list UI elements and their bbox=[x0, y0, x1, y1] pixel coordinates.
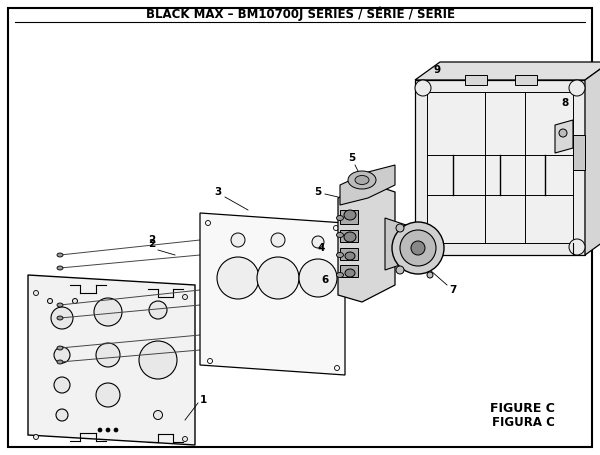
Polygon shape bbox=[338, 183, 395, 302]
Ellipse shape bbox=[337, 233, 343, 238]
Ellipse shape bbox=[411, 241, 425, 255]
Ellipse shape bbox=[344, 232, 356, 242]
Ellipse shape bbox=[337, 253, 343, 258]
Ellipse shape bbox=[57, 346, 63, 350]
Ellipse shape bbox=[73, 298, 77, 303]
Ellipse shape bbox=[400, 230, 436, 266]
Ellipse shape bbox=[34, 290, 38, 295]
Text: 7: 7 bbox=[449, 285, 457, 295]
Ellipse shape bbox=[57, 316, 63, 320]
Ellipse shape bbox=[217, 257, 259, 299]
Bar bbox=[515, 75, 537, 85]
Ellipse shape bbox=[94, 298, 122, 326]
Text: 1: 1 bbox=[199, 395, 206, 405]
Ellipse shape bbox=[348, 171, 376, 189]
Ellipse shape bbox=[47, 298, 53, 303]
Ellipse shape bbox=[569, 80, 585, 96]
Ellipse shape bbox=[54, 347, 70, 363]
Ellipse shape bbox=[337, 216, 343, 221]
Text: 3: 3 bbox=[214, 187, 221, 197]
Ellipse shape bbox=[415, 239, 431, 255]
Ellipse shape bbox=[257, 257, 299, 299]
Polygon shape bbox=[385, 218, 415, 270]
Ellipse shape bbox=[569, 239, 585, 255]
Ellipse shape bbox=[106, 428, 110, 432]
Ellipse shape bbox=[559, 129, 567, 137]
Ellipse shape bbox=[392, 222, 444, 274]
Ellipse shape bbox=[337, 273, 343, 278]
Text: 6: 6 bbox=[322, 275, 329, 285]
Ellipse shape bbox=[345, 252, 355, 260]
Polygon shape bbox=[555, 120, 573, 153]
Ellipse shape bbox=[271, 233, 285, 247]
Bar bbox=[340, 248, 358, 260]
Ellipse shape bbox=[98, 428, 102, 432]
Ellipse shape bbox=[57, 253, 63, 257]
Bar bbox=[465, 75, 487, 85]
Text: FIGURA C: FIGURA C bbox=[492, 415, 555, 429]
Ellipse shape bbox=[299, 259, 337, 297]
Bar bbox=[340, 210, 358, 224]
Text: 5: 5 bbox=[314, 187, 322, 197]
Ellipse shape bbox=[154, 410, 163, 420]
Ellipse shape bbox=[114, 428, 118, 432]
Ellipse shape bbox=[57, 303, 63, 307]
Bar bbox=[573, 135, 585, 170]
Ellipse shape bbox=[182, 294, 187, 299]
Ellipse shape bbox=[149, 301, 167, 319]
Ellipse shape bbox=[139, 341, 177, 379]
Text: 9: 9 bbox=[433, 65, 440, 75]
Ellipse shape bbox=[415, 80, 431, 96]
Ellipse shape bbox=[57, 360, 63, 364]
Ellipse shape bbox=[396, 266, 404, 274]
Polygon shape bbox=[340, 165, 395, 205]
Ellipse shape bbox=[396, 224, 404, 232]
Text: BLACK MAX – BM10700J SERIES / SÉRIE / SERIE: BLACK MAX – BM10700J SERIES / SÉRIE / SE… bbox=[146, 7, 455, 21]
Ellipse shape bbox=[34, 435, 38, 440]
Ellipse shape bbox=[355, 176, 369, 184]
Ellipse shape bbox=[57, 266, 63, 270]
Ellipse shape bbox=[345, 269, 355, 277]
Polygon shape bbox=[200, 213, 345, 375]
Polygon shape bbox=[427, 92, 573, 243]
Ellipse shape bbox=[427, 272, 433, 278]
Ellipse shape bbox=[182, 436, 187, 441]
Ellipse shape bbox=[51, 307, 73, 329]
Polygon shape bbox=[585, 62, 600, 255]
Ellipse shape bbox=[312, 236, 324, 248]
Polygon shape bbox=[28, 275, 195, 445]
Bar bbox=[340, 230, 358, 242]
Ellipse shape bbox=[344, 210, 356, 220]
Ellipse shape bbox=[96, 383, 120, 407]
Polygon shape bbox=[415, 80, 585, 255]
Bar bbox=[340, 265, 358, 277]
Polygon shape bbox=[415, 62, 600, 80]
Text: 8: 8 bbox=[562, 98, 569, 108]
Text: 4: 4 bbox=[317, 243, 325, 253]
Text: 5: 5 bbox=[349, 153, 356, 163]
Ellipse shape bbox=[54, 377, 70, 393]
Ellipse shape bbox=[56, 409, 68, 421]
Ellipse shape bbox=[231, 233, 245, 247]
Text: 2: 2 bbox=[148, 239, 155, 249]
Text: FIGURE C: FIGURE C bbox=[490, 401, 555, 415]
Text: 2: 2 bbox=[148, 235, 155, 245]
Ellipse shape bbox=[96, 343, 120, 367]
